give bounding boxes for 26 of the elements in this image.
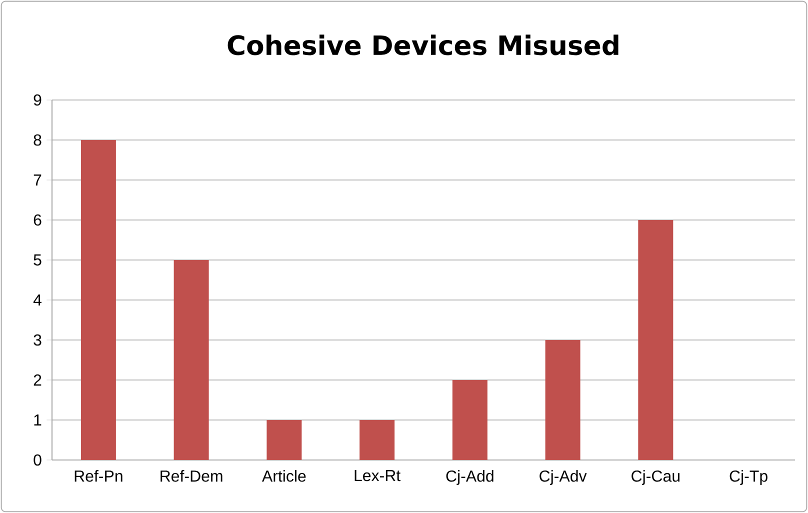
bar	[360, 420, 395, 460]
x-tick-label: Lex-Rt	[354, 470, 400, 482]
bar	[266, 420, 302, 460]
x-tick-label: Ref-Pn	[74, 470, 122, 482]
bar	[638, 220, 674, 460]
bar	[80, 140, 116, 460]
y-tick-label: 4	[33, 294, 42, 306]
x-tick-label: Article	[262, 470, 306, 482]
y-tick-label: 6	[34, 214, 42, 226]
bar	[452, 380, 488, 460]
bar	[545, 340, 580, 460]
y-tick-label: 7	[34, 174, 42, 186]
y-tick-label: 9	[34, 94, 42, 106]
y-tick-label: 2	[34, 374, 42, 386]
x-tick-label: Cj-Cau	[632, 470, 680, 485]
x-tick-label: Cj-Adv	[540, 470, 587, 485]
y-tick-label: 5	[34, 254, 42, 266]
x-tick-label: Cj-Tp	[730, 470, 768, 485]
y-tick-label: 1	[34, 414, 42, 426]
y-tick-label: 3	[34, 334, 42, 346]
x-tick-label: Cj-Add	[446, 470, 494, 485]
bar	[174, 260, 209, 460]
y-tick-label: 0	[34, 454, 42, 466]
y-tick-label: 8	[34, 134, 42, 146]
x-tick-label: Ref-Dem	[160, 470, 222, 482]
chart-title: Cohesive Devices Misused	[228, 34, 618, 56]
